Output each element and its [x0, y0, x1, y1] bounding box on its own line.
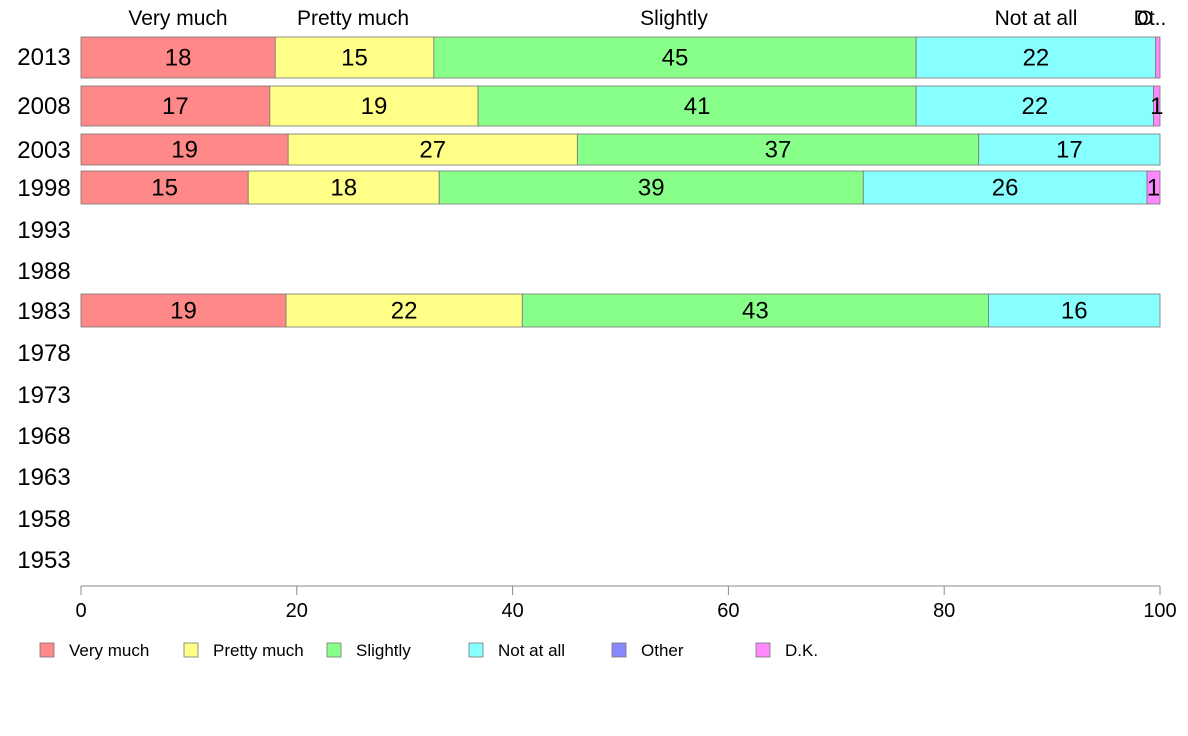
bar-segment — [274, 36, 435, 79]
year-label: 1953 — [17, 547, 70, 574]
year-label: 1998 — [17, 175, 70, 202]
bar-segment — [80, 170, 249, 205]
bar-segment — [477, 85, 917, 127]
x-tick-label: 100 — [1143, 600, 1176, 622]
year-label: 1973 — [17, 382, 70, 409]
legend-swatch — [611, 642, 627, 658]
x-tick-label: 20 — [286, 600, 308, 622]
bar-segment — [988, 293, 1161, 328]
segment-value-label: 43 — [742, 298, 769, 325]
segment-value-label: 18 — [330, 175, 357, 202]
segment-value-label: 19 — [170, 298, 197, 325]
segment-value-label: 1 — [1147, 175, 1160, 202]
bar-segment — [80, 133, 289, 166]
segment-value-label: 39 — [638, 175, 665, 202]
bar-segment — [1153, 85, 1161, 127]
segment-value-label: 17 — [1056, 137, 1083, 164]
bar-segment — [862, 170, 1148, 205]
segment-value-label: 27 — [419, 137, 446, 164]
year-label: 1968 — [17, 423, 70, 450]
legend-label: Pretty much — [213, 641, 304, 660]
bar-segment — [247, 170, 440, 205]
x-tick-label: 0 — [75, 600, 86, 622]
legend-label: Very much — [69, 641, 149, 660]
bar-segment — [80, 85, 271, 127]
x-tick-label: 80 — [933, 600, 955, 622]
legend-label: D.K. — [785, 641, 818, 660]
bar-segment — [521, 293, 989, 328]
year-label: 1978 — [17, 340, 70, 367]
segment-value-label: 19 — [361, 93, 388, 120]
segment-value-label: 18 — [165, 45, 192, 72]
segment-value-label: 45 — [662, 45, 689, 72]
bar-segment — [269, 85, 479, 127]
year-label: 1963 — [17, 464, 70, 491]
year-label: 1958 — [17, 506, 70, 533]
top-category-label: Pretty much — [297, 7, 409, 30]
top-category-label: Dt.. — [1134, 7, 1167, 30]
year-label: 1993 — [17, 217, 70, 244]
segment-value-label: 1 — [1150, 93, 1163, 120]
x-tick-label: 60 — [717, 600, 739, 622]
segment-value-label: 19 — [171, 137, 198, 164]
bar-segment — [576, 133, 980, 166]
legend-swatch — [183, 642, 199, 658]
segment-value-label: 22 — [391, 298, 418, 325]
year-label: 2008 — [17, 93, 70, 120]
segment-value-label: 37 — [765, 137, 792, 164]
legend-label: Slightly — [356, 641, 411, 660]
segment-value-label: 26 — [992, 175, 1019, 202]
top-category-label: Not at all — [995, 7, 1078, 30]
legend-swatch — [326, 642, 342, 658]
legend-swatch — [468, 642, 484, 658]
year-label: 2003 — [17, 137, 70, 164]
bar-segment — [80, 293, 287, 328]
segment-value-label: 17 — [162, 93, 189, 120]
segment-value-label: 15 — [151, 175, 178, 202]
segment-value-label: 41 — [684, 93, 711, 120]
bar-segment — [915, 85, 1154, 127]
year-label: 1983 — [17, 298, 70, 325]
x-tick-label: 40 — [501, 600, 523, 622]
segment-value-label: 15 — [341, 45, 368, 72]
year-label: 2013 — [17, 44, 70, 71]
legend-label: Other — [641, 641, 684, 660]
bar-segment — [978, 133, 1161, 166]
segment-value-label: 22 — [1023, 45, 1050, 72]
legend-swatch — [39, 642, 55, 658]
top-category-label: Slightly — [640, 7, 708, 30]
segment-value-label: 22 — [1021, 93, 1048, 120]
year-label: 1988 — [17, 258, 70, 285]
bar-segment — [1146, 170, 1161, 205]
bar-segment — [1155, 36, 1161, 79]
bar-segment — [438, 170, 864, 205]
segment-value-label: 16 — [1061, 298, 1088, 325]
top-category-label: Very much — [128, 7, 227, 30]
legend-label: Not at all — [498, 641, 565, 660]
top-category-label: O — [1137, 7, 1153, 30]
legend-swatch — [755, 642, 771, 658]
